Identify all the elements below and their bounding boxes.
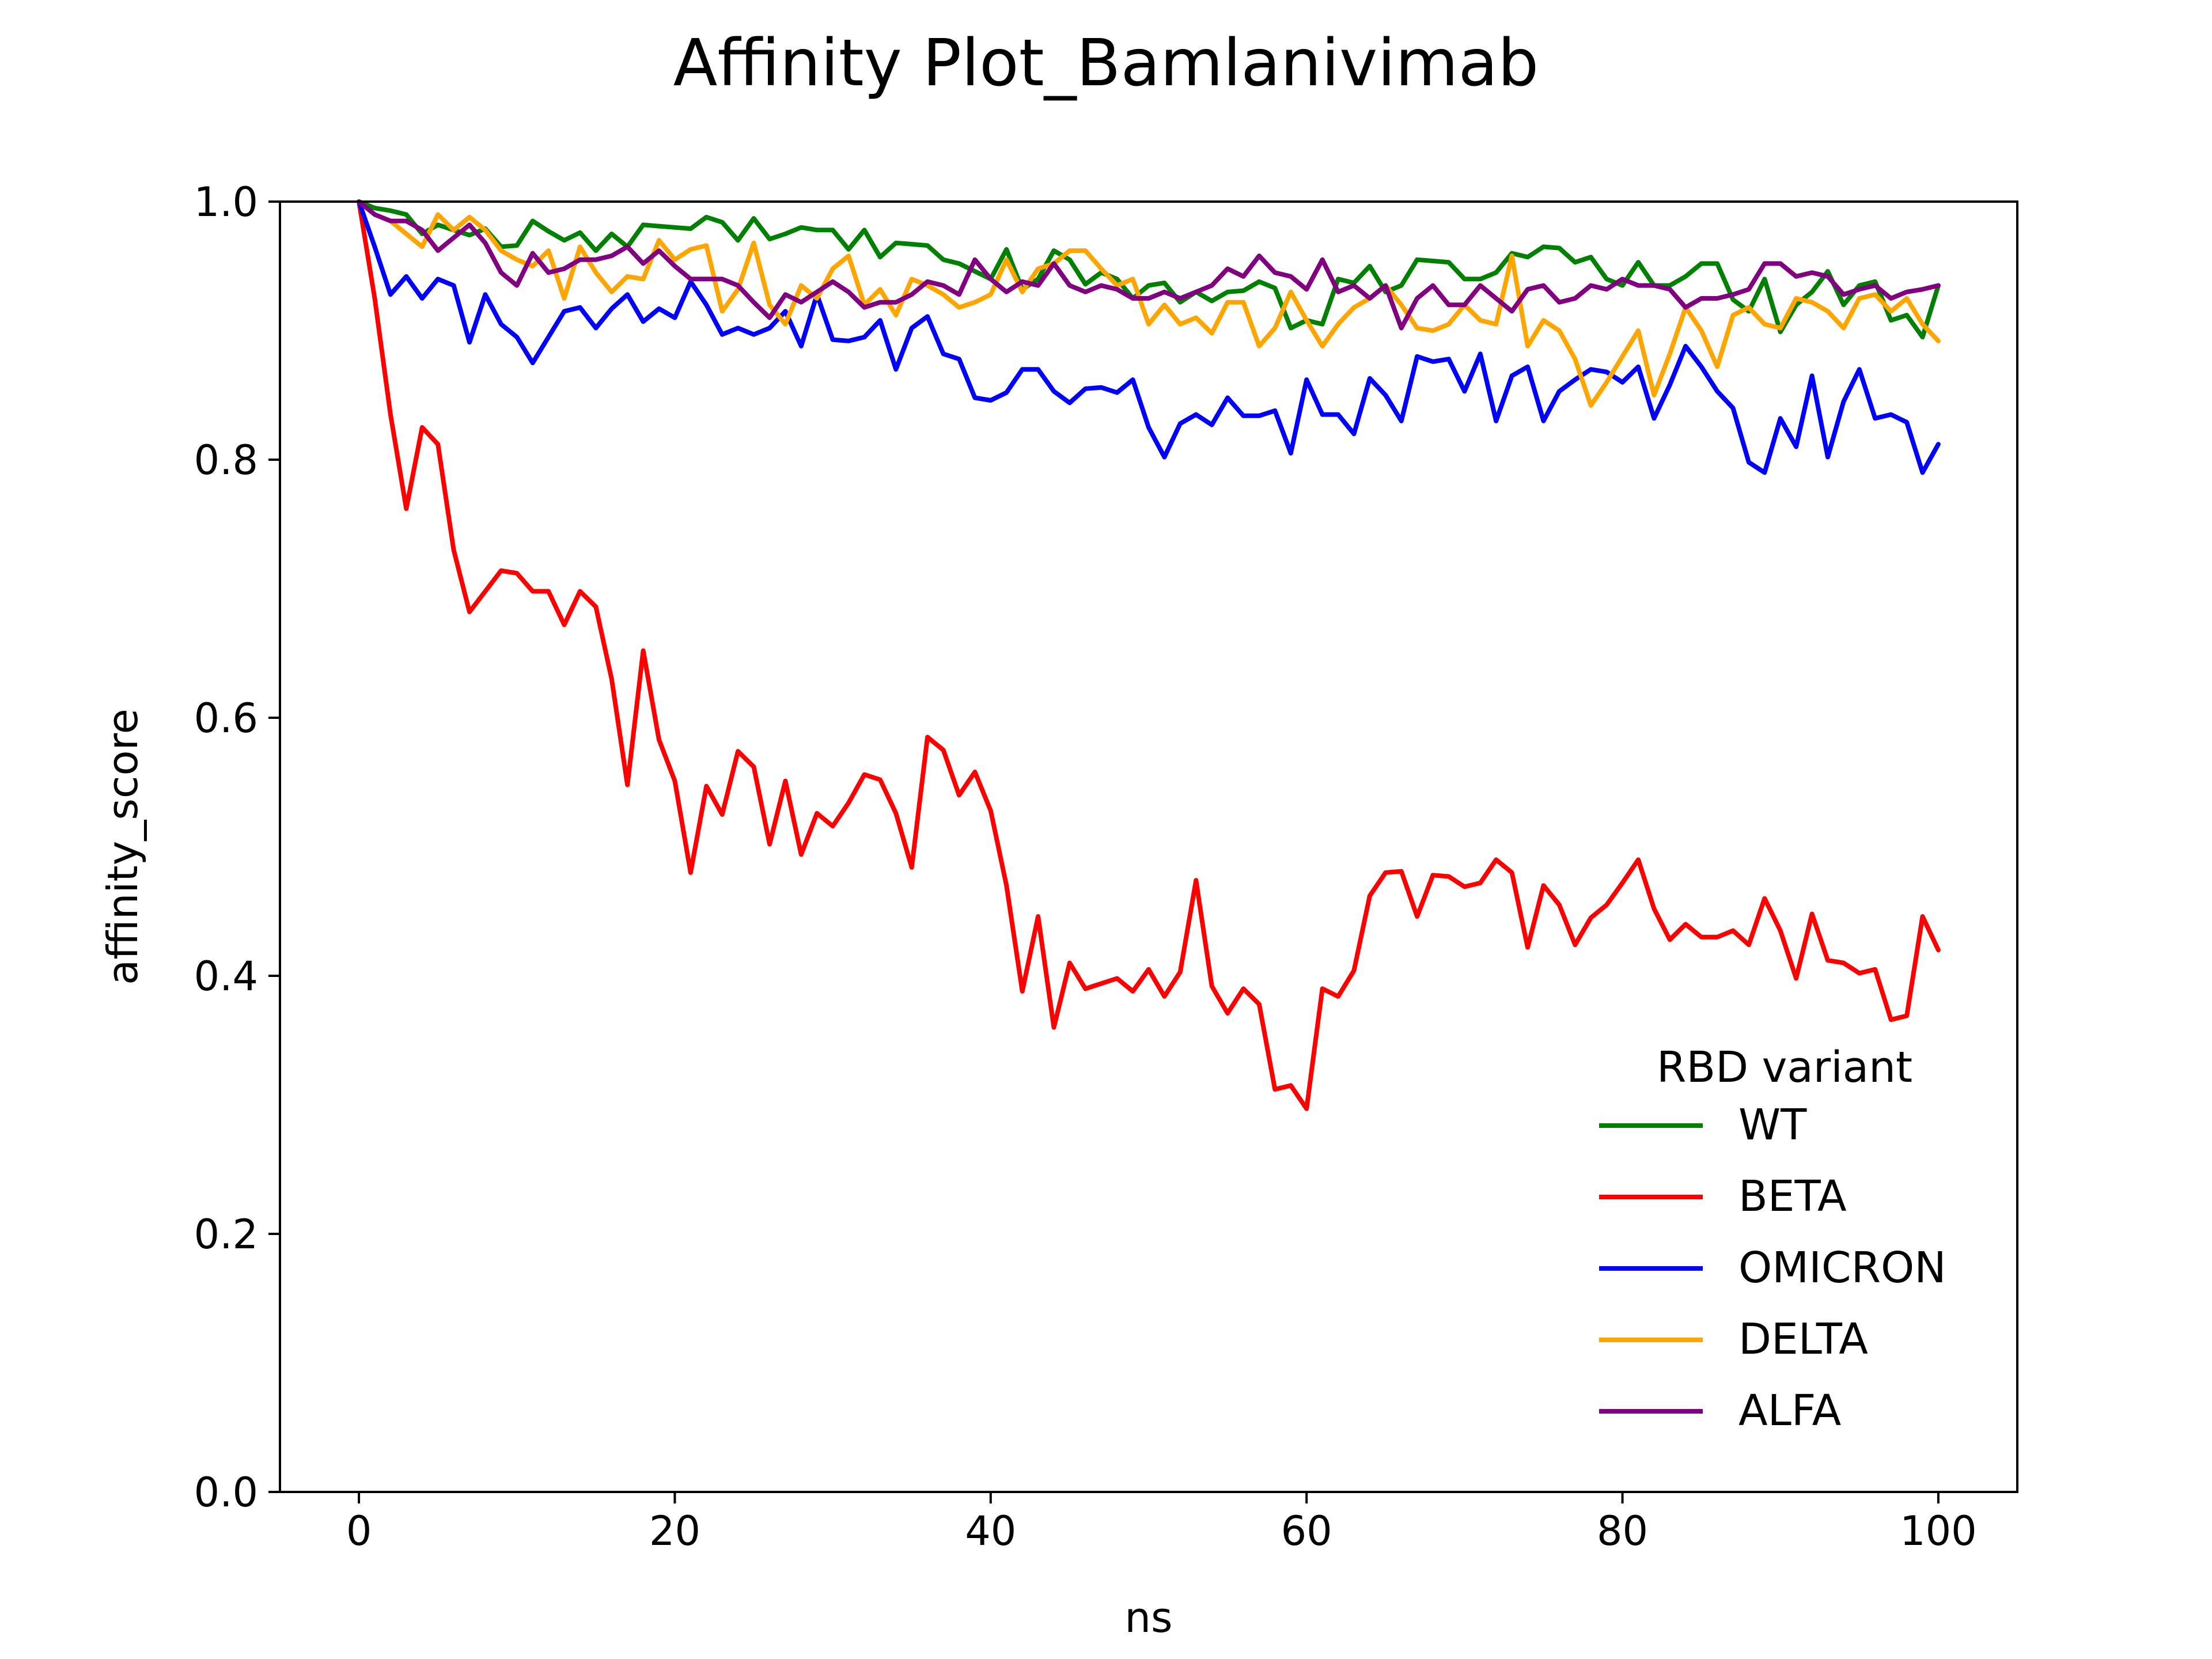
series-line-beta bbox=[359, 202, 1938, 1109]
legend-entries: WT BETA OMICRON DELTA ALFA bbox=[1599, 1100, 1946, 1435]
y-tick-label: 0.2 bbox=[194, 1211, 258, 1258]
x-tick-label: 0 bbox=[346, 1508, 372, 1555]
x-tick-label: 20 bbox=[649, 1508, 700, 1555]
x-axis-label: ns bbox=[1124, 1593, 1172, 1642]
x-tick-label: 40 bbox=[965, 1508, 1016, 1555]
y-tick-label: 0.8 bbox=[194, 437, 258, 484]
x-tick-label: 100 bbox=[1900, 1508, 1977, 1555]
y-tick-label: 1.0 bbox=[194, 179, 258, 226]
plot-frame bbox=[280, 202, 2017, 1492]
y-axis-label: affinity_score bbox=[99, 709, 147, 985]
legend-label-beta: BETA bbox=[1738, 1172, 1847, 1221]
series-line-omicron bbox=[359, 202, 1938, 472]
y-axis: 0.0 0.2 0.4 0.6 0.8 1.0 bbox=[194, 179, 280, 1516]
y-tick-label: 0.6 bbox=[194, 695, 258, 742]
series-layer bbox=[359, 202, 1938, 1109]
x-tick-label: 80 bbox=[1597, 1508, 1648, 1555]
x-tick-label: 60 bbox=[1281, 1508, 1332, 1555]
chart-title: Affinity Plot_Bamlanivimab bbox=[673, 26, 1539, 101]
legend: RBD variant WT BETA OMICRON DELTA ALFA bbox=[1599, 1043, 1946, 1435]
legend-label-alfa: ALFA bbox=[1738, 1386, 1842, 1435]
plot-area bbox=[280, 202, 2017, 1492]
series-line-delta bbox=[359, 202, 1938, 406]
x-axis: 0 20 40 60 80 100 bbox=[346, 1492, 1977, 1555]
legend-title: RBD variant bbox=[1657, 1043, 1912, 1092]
legend-label-omicron: OMICRON bbox=[1738, 1243, 1946, 1293]
y-tick-label: 0.4 bbox=[194, 953, 258, 1000]
legend-label-wt: WT bbox=[1738, 1100, 1807, 1150]
y-tick-label: 0.0 bbox=[194, 1469, 258, 1516]
legend-label-delta: DELTA bbox=[1738, 1315, 1868, 1364]
